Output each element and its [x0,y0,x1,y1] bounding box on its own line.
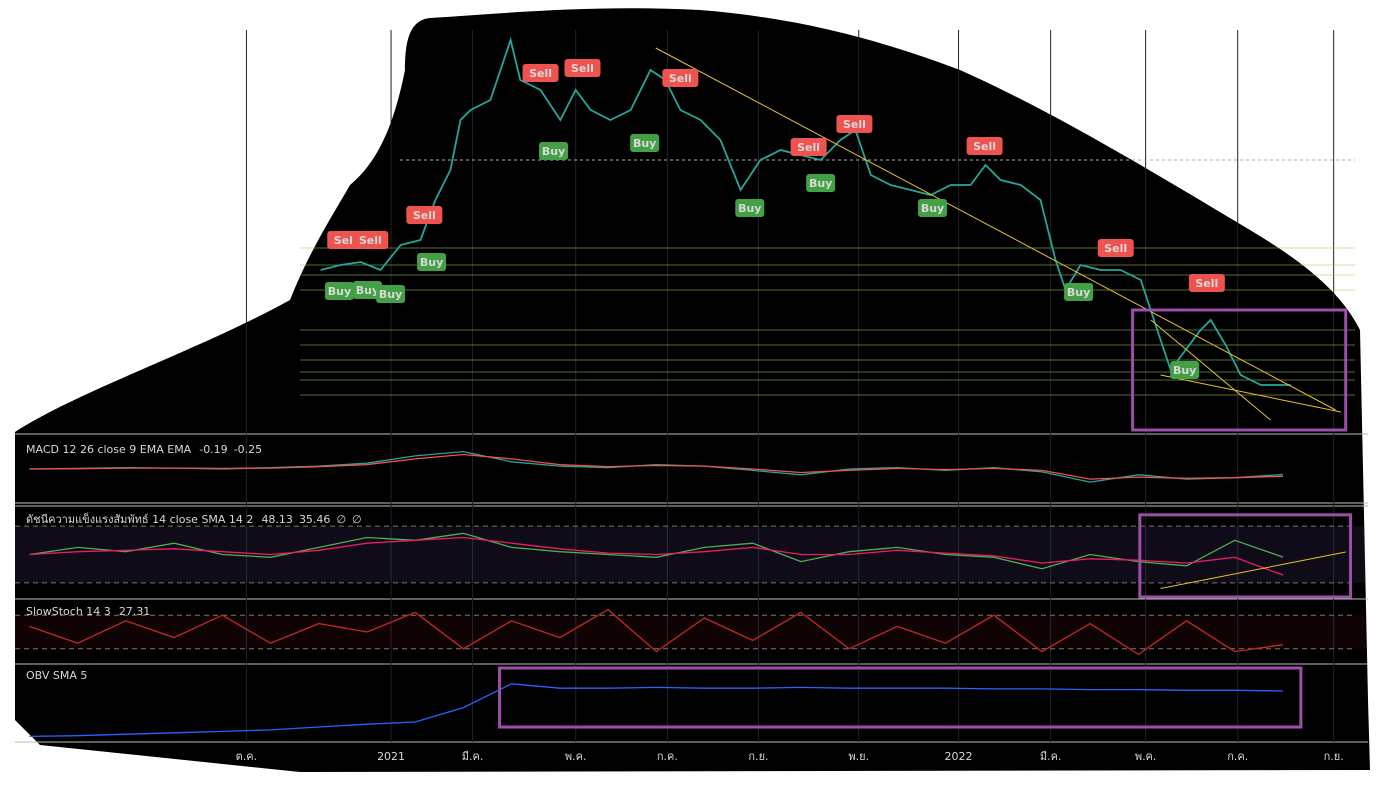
signal-marker [1097,239,1134,257]
x-tick-label: ก.ค. [657,750,678,763]
signal-label: Buy [921,202,944,215]
trendline [1160,374,1341,413]
signal-marker [406,206,443,224]
signal-label: Sell [843,118,866,131]
series-line [29,608,1284,656]
trendline [1160,551,1346,589]
indicator-title: OBV SMA 5 [26,669,87,682]
x-tick-label: 2022 [945,750,973,763]
signal-label: Buy [328,285,351,298]
x-tick-label: มี.ค. [1040,750,1062,763]
highlight-box [498,666,1303,729]
indicator-title: MACD 12 26 close 9 EMA EMA [26,443,192,456]
series-line [320,36,1291,386]
x-tick-label: พ.ย. [848,750,869,763]
highlight-box [1138,513,1353,599]
signal-marker [662,69,699,87]
signal-marker [806,174,836,192]
chart-background [15,8,1370,772]
signal-marker [539,142,569,160]
highlight-box [1131,308,1348,432]
signal-label: Buy [420,256,443,269]
x-tick-label: ก.ค. [1227,750,1248,763]
signal-marker [790,138,827,156]
series-line [29,536,1284,576]
signal-marker [1170,361,1200,379]
grid-layer [245,30,1335,742]
signal-marker [352,231,389,249]
signal-marker [352,281,382,299]
signal-label: Buy [809,177,832,190]
x-tick-label: มี.ค. [462,750,484,763]
legend-extra: ∅ [336,513,346,526]
legend-value: 27.31 [119,605,151,618]
signal-marker [1188,274,1225,292]
signal-marker [376,285,406,303]
panel-separators [15,433,1368,743]
signal-label: Buy [356,284,379,297]
signal-label: Buy [542,145,565,158]
series-line [29,453,1284,480]
signal-label: Buy [738,202,761,215]
signal-label: Sell [334,234,357,247]
signal-label: Sell [413,209,436,222]
x-tick-label: พ.ค. [1135,750,1157,763]
signal-marker [564,59,601,77]
signal-label: Sell [973,140,996,153]
legend-value: 35.46 [299,513,331,526]
signal-marker [1064,283,1094,301]
signal-label: Sell [1195,277,1218,290]
signal-marker [522,64,559,82]
trendline [655,47,1336,411]
legend-value: -0.25 [234,443,262,456]
signal-label: Buy [379,288,402,301]
signal-marker [918,199,948,217]
x-tick-label: ก.ย. [1324,750,1344,763]
level-band [15,615,1365,649]
signal-marker [735,199,765,217]
signal-label: Sell [359,234,382,247]
signal-label: Sell [669,72,692,85]
signal-label: Sell [571,62,594,75]
signal-label: Buy [1067,286,1090,299]
signal-label: Buy [633,137,656,150]
legend-value: 48.13 [261,513,293,526]
signal-label: Sell [1104,242,1127,255]
indicator-title: ดัชนีความแข็งแรงสัมพัทธ์ 14 close SMA 14… [26,512,253,526]
x-tick-label: พ.ค. [565,750,587,763]
signal-marker [324,282,354,300]
signal-label: Buy [1173,364,1196,377]
series-line [29,683,1284,738]
x-tick-label: 2021 [377,750,405,763]
level-band [15,526,1365,583]
x-tick-label: ก.ย. [748,750,768,763]
signal-label: Sell [529,67,552,80]
signal-marker [630,134,660,152]
trendline [1150,319,1271,421]
signal-marker [417,253,447,271]
signal-marker [836,115,873,133]
series-line [29,532,1284,570]
legend-value: -0.19 [199,443,227,456]
signal-marker [966,137,1003,155]
indicator-title: SlowStoch 14 3 [26,605,111,618]
x-tick-label: ต.ค. [236,750,258,763]
legend-extra: ∅ [352,513,362,526]
signal-label: Sell [797,141,820,154]
